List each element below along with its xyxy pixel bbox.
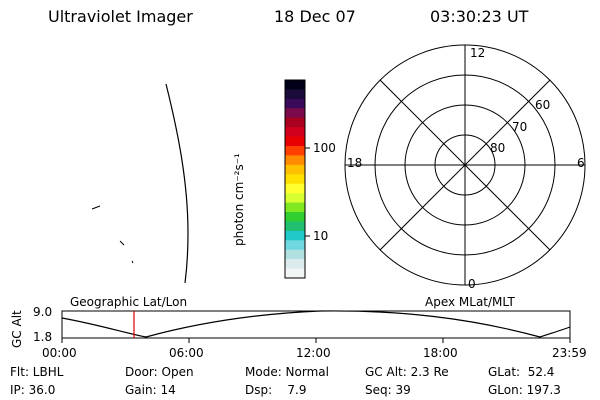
colorbar: [285, 80, 305, 279]
colorbar-tick-label: 100: [313, 141, 336, 155]
meridian-diagonal: [379, 79, 551, 251]
coastline-fragment: [131, 260, 134, 264]
colorbar-segment: [285, 98, 305, 109]
mlt-label-0: 0: [468, 277, 476, 291]
colorbar-frame: [284, 79, 306, 279]
colorbar-segment: [285, 80, 305, 91]
gain-info: Gain: 14: [125, 383, 176, 397]
glon-info: GLon: 197.3: [488, 383, 561, 397]
instrument-title: Ultraviolet Imager: [48, 7, 193, 26]
colorbar-segment: [285, 193, 305, 204]
colorbar-segment: [285, 259, 305, 270]
apex-label: Apex MLat/MLT: [425, 295, 515, 309]
time-label: 03:30:23 UT: [430, 7, 529, 26]
coastline-curve: [165, 83, 189, 284]
colorbar-segment: [285, 164, 305, 175]
filter-info: Flt: LBHL: [10, 365, 64, 379]
colorbar-segment: [285, 268, 305, 279]
mlt-label-18: 18: [347, 156, 363, 170]
colorbar-segment: [285, 221, 305, 232]
polar-grid: [344, 44, 586, 286]
mlt-label-6: 6: [577, 156, 585, 170]
mode-info: Mode: Normal: [245, 365, 329, 379]
latitude-label-70: 70: [512, 120, 528, 134]
alt-tick-label: 9.0: [33, 305, 53, 319]
colorbar-segment: [285, 183, 305, 194]
time-tick-label: 23:59: [552, 346, 587, 360]
colorbar-segment: [285, 155, 305, 166]
time-tick-label: 06:00: [169, 346, 204, 360]
door-info: Door: Open: [125, 365, 194, 379]
gc-alt-info: GC Alt: 2.3 Re: [365, 365, 449, 379]
colorbar-segment: [285, 230, 305, 241]
coastline-fragment: [91, 205, 101, 210]
colorbar-segment: [285, 249, 305, 260]
geographic-label: Geographic Lat/Lon: [70, 295, 188, 309]
colorbar-segment: [285, 146, 305, 157]
dsp-info: Dsp: 7.9: [245, 383, 307, 397]
colorbar-segment: [285, 240, 305, 251]
latitude-label-60: 60: [535, 98, 551, 112]
colorbar-segment: [285, 174, 305, 185]
altitude-curve: [61, 310, 571, 338]
latitude-label-80: 80: [490, 141, 506, 155]
date-label: 18 Dec 07: [274, 7, 356, 26]
time-tick-label: 00:00: [42, 346, 77, 360]
colorbar-segment: [285, 117, 305, 128]
time-tick-label: 18:00: [423, 346, 458, 360]
altitude-plot-frame: [61, 310, 571, 339]
seq-info: Seq: 39: [365, 383, 411, 397]
colorbar-segment: [285, 127, 305, 138]
time-axis-ticks: [61, 338, 571, 343]
colorbar-segment: [285, 89, 305, 100]
colorbar-segment: [285, 202, 305, 213]
coastline-fragment: [119, 240, 125, 246]
colorbar-segment: [285, 108, 305, 119]
colorbar-tick-label: 10: [313, 229, 329, 243]
gc-alt-axis-title: GC Alt: [10, 310, 24, 348]
mlt-label-12: 12: [470, 46, 486, 60]
colorbar-segment: [285, 212, 305, 223]
time-tick-label: 12:00: [296, 346, 331, 360]
colorbar-unit-label: photon cm⁻²s⁻¹: [232, 153, 246, 246]
colorbar-segment: [285, 136, 305, 147]
glat-info: GLat: 52.4: [488, 365, 555, 379]
alt-tick-label: 1.8: [33, 330, 53, 344]
ip-info: IP: 36.0: [10, 383, 56, 397]
